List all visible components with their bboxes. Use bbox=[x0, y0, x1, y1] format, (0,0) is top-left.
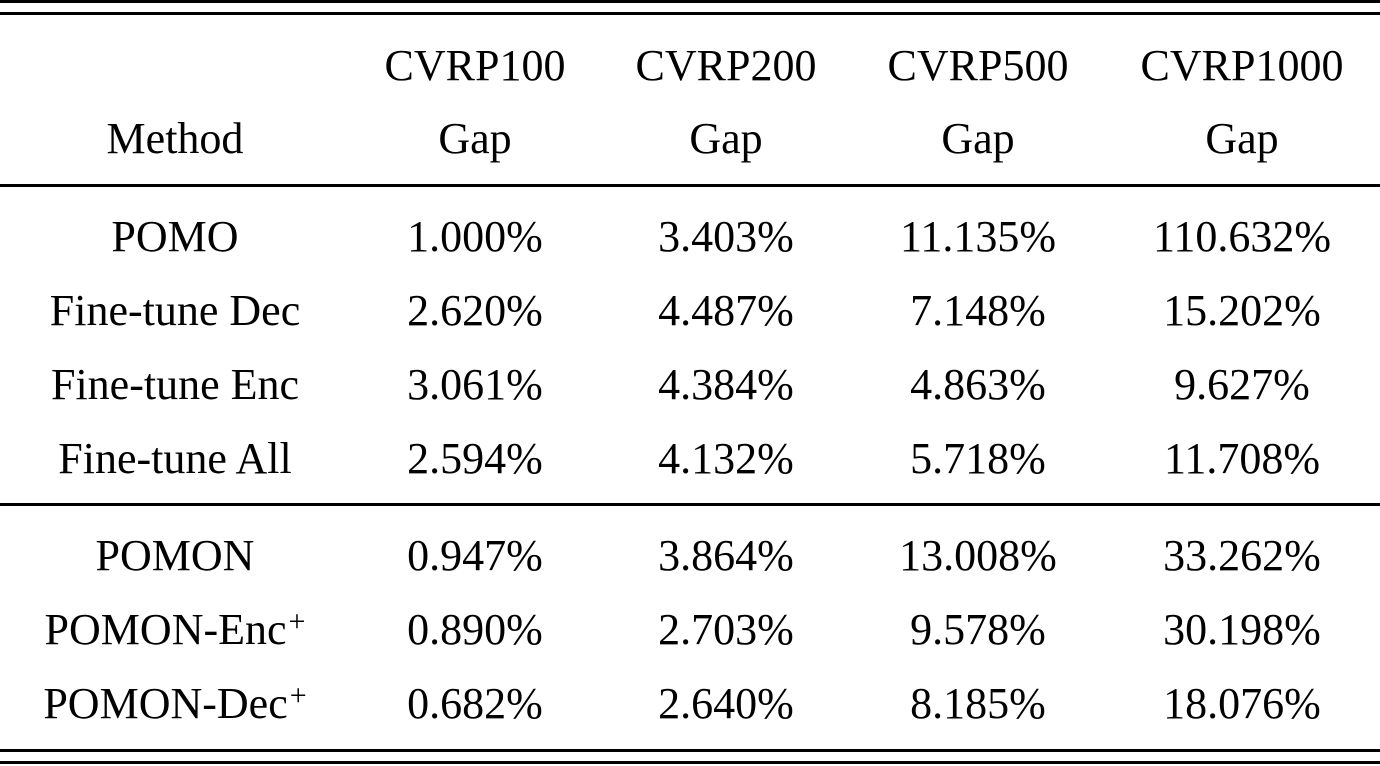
method-superscript: + bbox=[288, 605, 306, 638]
header-rule bbox=[0, 184, 1380, 187]
gap-cell: 3.864% bbox=[658, 531, 794, 580]
method-name: POMON-Enc bbox=[44, 605, 287, 654]
header-gap: Gap bbox=[689, 114, 763, 163]
gap-cell: 4.863% bbox=[910, 360, 1046, 409]
gap-cell: 0.947% bbox=[407, 531, 543, 580]
gap-cell: 5.718% bbox=[910, 434, 1046, 483]
header-cvrp100: CVRP100 bbox=[384, 41, 566, 90]
top-rule-inner bbox=[0, 12, 1380, 15]
gap-cell: 7.148% bbox=[910, 286, 1046, 335]
header-method: Method bbox=[106, 114, 244, 163]
gap-cell: 33.262% bbox=[1163, 531, 1321, 580]
method-cell: POMON-Enc+ bbox=[0, 605, 350, 655]
group-rule bbox=[0, 503, 1380, 506]
gap-cell: 15.202% bbox=[1163, 286, 1321, 335]
gap-cell: 30.198% bbox=[1163, 605, 1321, 654]
header-cvrp200: CVRP200 bbox=[635, 41, 817, 90]
gap-cell: 110.632% bbox=[1152, 212, 1332, 261]
gap-cell: 2.703% bbox=[658, 605, 794, 654]
header-gap: Gap bbox=[438, 114, 512, 163]
gap-cell: 4.132% bbox=[658, 434, 794, 483]
gap-cell: 13.008% bbox=[899, 531, 1057, 580]
gap-cell: 4.487% bbox=[658, 286, 794, 335]
bottom-rule-outer bbox=[0, 761, 1380, 764]
gap-cell: 2.594% bbox=[407, 434, 543, 483]
gap-cell: 8.185% bbox=[910, 679, 1046, 728]
gap-cell: 11.135% bbox=[899, 212, 1057, 261]
header-gap: Gap bbox=[941, 114, 1015, 163]
gap-cell: 3.403% bbox=[658, 212, 794, 261]
header-cvrp1000: CVRP1000 bbox=[1140, 41, 1344, 90]
gap-cell: 18.076% bbox=[1163, 679, 1321, 728]
method-name: POMON-Dec bbox=[43, 679, 288, 728]
gap-cell: 2.640% bbox=[658, 679, 794, 728]
gap-cell: 11.708% bbox=[1163, 434, 1321, 483]
method-cell: Fine-tune Enc bbox=[50, 360, 300, 409]
gap-cell: 3.061% bbox=[407, 360, 543, 409]
method-cell: POMON bbox=[95, 531, 255, 580]
bottom-rule-inner bbox=[0, 749, 1380, 752]
gap-cell: 4.384% bbox=[658, 360, 794, 409]
method-cell: Fine-tune All bbox=[58, 434, 292, 483]
gap-cell: 2.620% bbox=[407, 286, 543, 335]
gap-cell: 1.000% bbox=[407, 212, 543, 261]
top-rule-outer bbox=[0, 0, 1380, 3]
gap-cell: 9.627% bbox=[1174, 360, 1310, 409]
method-cell: Fine-tune Dec bbox=[49, 286, 301, 335]
gap-cell: 0.682% bbox=[407, 679, 543, 728]
method-cell: POMON-Dec+ bbox=[0, 679, 350, 729]
gap-cell: 0.890% bbox=[407, 605, 543, 654]
method-superscript: + bbox=[289, 679, 307, 712]
header-cvrp500: CVRP500 bbox=[887, 41, 1069, 90]
gap-cell: 9.578% bbox=[910, 605, 1046, 654]
method-cell: POMO bbox=[111, 212, 239, 261]
header-gap: Gap bbox=[1205, 114, 1279, 163]
